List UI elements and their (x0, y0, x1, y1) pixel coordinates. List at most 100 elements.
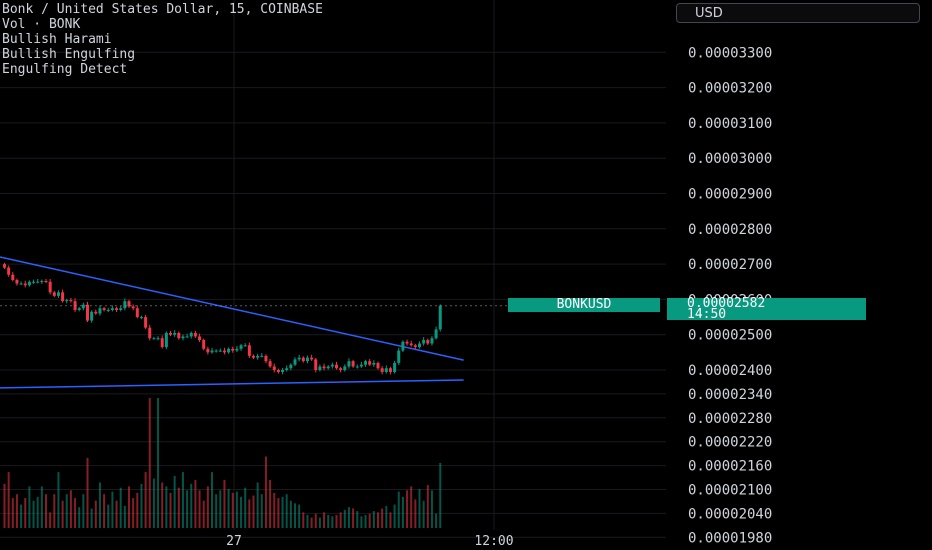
volume-bar (215, 494, 217, 528)
candles (3, 263, 442, 375)
volume-bar (45, 494, 47, 528)
candle-body (202, 340, 205, 349)
volume-bar (294, 503, 296, 528)
volume-bar (365, 515, 367, 528)
volume-bar (57, 472, 59, 528)
candle-body (152, 338, 155, 339)
volume-bar (385, 506, 387, 528)
candle-body (260, 356, 263, 357)
candle-body (90, 312, 93, 321)
volume-bar (402, 497, 404, 528)
candle-body (418, 344, 421, 348)
candle-body (140, 317, 143, 318)
volume-bar (8, 472, 10, 528)
currency-button[interactable]: USD (676, 3, 920, 23)
candle-body (82, 305, 85, 309)
candle-body (294, 359, 297, 364)
legend-volume: Vol · BONK (2, 17, 323, 32)
volume-bar (439, 463, 441, 528)
candle-body (410, 344, 413, 346)
candle-body (244, 345, 247, 346)
candle-body (7, 268, 10, 275)
candle-body (393, 363, 396, 372)
candle-body (132, 306, 135, 308)
candle-body (36, 282, 39, 283)
candle-body (107, 310, 110, 311)
candle-body (190, 333, 193, 337)
candle-body (240, 345, 243, 349)
volume-bar (228, 489, 230, 528)
price-tick-label: 0.00002040 (688, 506, 772, 522)
volume-bar (12, 498, 14, 528)
volume-bar (398, 492, 400, 528)
volume-bar (70, 490, 72, 528)
volume-bar (49, 512, 51, 528)
candle-body (219, 351, 222, 352)
candle-body (277, 370, 280, 372)
volume-bar (261, 494, 263, 528)
candle-body (161, 338, 164, 347)
volume-bar (248, 499, 250, 528)
volume-bar (33, 501, 35, 528)
volume-bar (190, 484, 192, 528)
volume-bar (153, 479, 155, 528)
volume-bar (99, 483, 101, 529)
candle-body (318, 366, 321, 370)
legend-engulfing-detect: Engulfing Detect (2, 62, 323, 77)
candle-body (397, 351, 400, 363)
price-tick-label: 0.00002160 (688, 459, 772, 475)
volume-bar (41, 486, 43, 528)
candle-body (426, 340, 429, 344)
candle-body (377, 363, 380, 368)
trendline[interactable] (0, 257, 464, 360)
volume-bar (414, 499, 416, 528)
volume-bar (116, 501, 118, 528)
volume-bar (28, 486, 30, 528)
candle-body (165, 333, 168, 347)
candle-body (339, 368, 342, 370)
volume-bar (91, 509, 93, 529)
candle-body (435, 329, 438, 338)
candle-body (269, 361, 272, 366)
candle-body (78, 308, 81, 310)
candle-body (148, 328, 151, 339)
candle-body (211, 351, 214, 353)
candle-body (289, 365, 292, 369)
trendline[interactable] (0, 380, 464, 388)
candle-body (381, 368, 384, 372)
volume-bar (157, 398, 159, 528)
volume-bar (124, 506, 126, 528)
candle-body (28, 282, 31, 286)
volume-bar (244, 488, 246, 528)
volume-bar (435, 514, 437, 528)
volume-bar (66, 494, 68, 528)
volume-bar (373, 511, 375, 528)
volume-bar (182, 472, 184, 528)
candle-body (310, 358, 313, 360)
volume-bar (319, 518, 321, 528)
volume-bar (360, 516, 362, 528)
time-tick-label: 12:00 (474, 534, 513, 549)
candle-body (65, 300, 68, 301)
volume-bar (352, 509, 354, 529)
volume-bar (128, 486, 130, 528)
volume-bar (95, 501, 97, 528)
candle-body (264, 356, 267, 361)
price-tick-label: 0.00002400 (688, 363, 772, 379)
candle-body (360, 365, 363, 367)
candle-body (94, 312, 97, 314)
candle-body (144, 317, 147, 328)
candle-body (356, 366, 359, 367)
volume-bar (381, 509, 383, 529)
candle-body (331, 365, 334, 367)
candle-body (439, 306, 442, 330)
volume-bar (232, 493, 234, 528)
candle-body (414, 345, 417, 347)
volume-bar (107, 505, 109, 528)
volume-bar (340, 512, 342, 528)
volume-bar (419, 489, 421, 528)
volume-bar (306, 515, 308, 528)
price-tick-label: 0.00002800 (688, 222, 772, 238)
volume-bar (53, 494, 55, 528)
